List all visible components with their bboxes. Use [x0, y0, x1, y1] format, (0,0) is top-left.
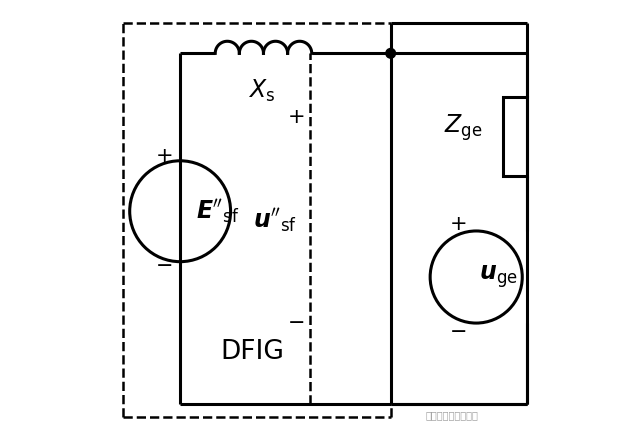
Text: 分布式发电与微电网: 分布式发电与微电网	[426, 410, 479, 420]
Text: $\boldsymbol{u}''_{\mathrm{sf}}$: $\boldsymbol{u}''_{\mathrm{sf}}$	[253, 206, 296, 234]
Text: −: −	[156, 256, 174, 276]
Text: $\boldsymbol{E}''_{\mathrm{sf}}$: $\boldsymbol{E}''_{\mathrm{sf}}$	[196, 197, 239, 225]
Text: +: +	[450, 214, 467, 235]
Text: +: +	[156, 147, 174, 166]
Text: −: −	[450, 322, 467, 342]
Circle shape	[386, 48, 395, 58]
Text: DFIG: DFIG	[221, 339, 285, 365]
Text: +: +	[288, 107, 305, 127]
Text: $Z_{\mathrm{ge}}$: $Z_{\mathrm{ge}}$	[444, 113, 482, 143]
Text: $X_{\mathrm{s}}$: $X_{\mathrm{s}}$	[248, 77, 275, 104]
Text: $\boldsymbol{u}_{\mathrm{ge}}$: $\boldsymbol{u}_{\mathrm{ge}}$	[479, 264, 517, 290]
Bar	[503, 97, 527, 176]
Text: −: −	[288, 313, 305, 333]
